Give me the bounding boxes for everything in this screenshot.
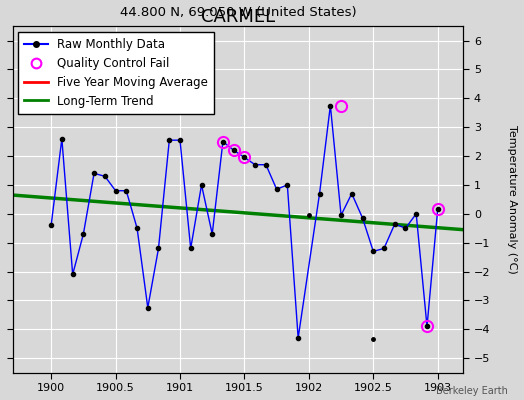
- Title: CARMEL: CARMEL: [201, 8, 275, 26]
- Legend: Raw Monthly Data, Quality Control Fail, Five Year Moving Average, Long-Term Tren: Raw Monthly Data, Quality Control Fail, …: [18, 32, 214, 114]
- Text: 44.800 N, 69.050 W (United States): 44.800 N, 69.050 W (United States): [119, 6, 356, 19]
- Y-axis label: Temperature Anomaly (°C): Temperature Anomaly (°C): [507, 125, 517, 274]
- Text: Berkeley Earth: Berkeley Earth: [436, 386, 508, 396]
